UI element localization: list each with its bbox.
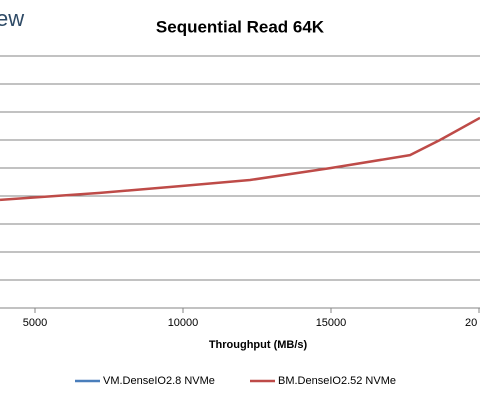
chart-title: Sequential Read 64K <box>156 17 325 36</box>
x-tick-label: 15000 <box>316 317 347 329</box>
x-tick-label: 20 <box>465 317 477 329</box>
x-axis-label: Throughput (MB/s) <box>209 339 308 351</box>
x-tick-label: 5000 <box>23 317 47 329</box>
legend-label: BM.DenseIO2.52 NVMe <box>278 375 396 387</box>
watermark: ew <box>0 6 24 31</box>
legend-label: VM.DenseIO2.8 NVMe <box>103 375 215 387</box>
x-tick-label: 10000 <box>168 317 199 329</box>
data-line <box>0 116 480 202</box>
